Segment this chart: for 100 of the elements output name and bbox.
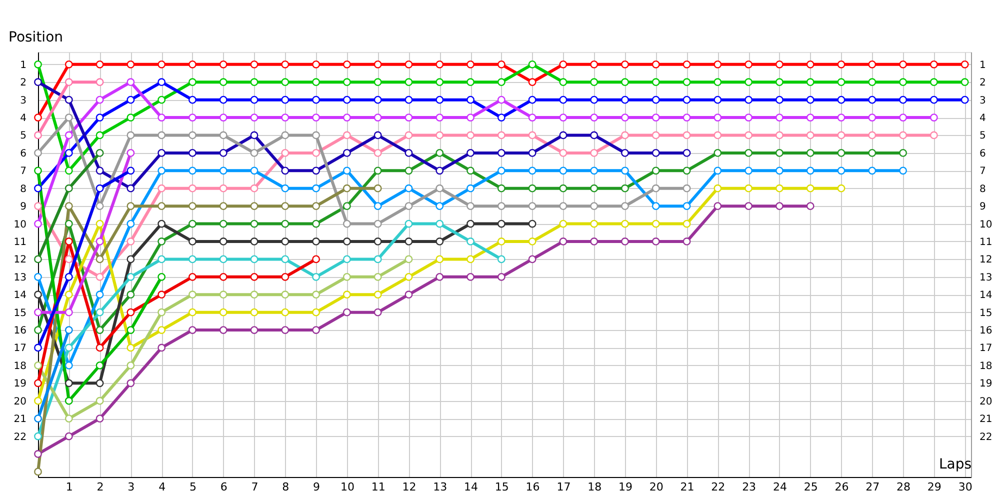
point <box>96 60 104 68</box>
x-tick-label: 10 <box>340 480 354 494</box>
point <box>250 326 258 334</box>
point <box>776 202 784 210</box>
point <box>281 220 290 228</box>
point <box>436 78 444 86</box>
point <box>621 166 629 175</box>
point <box>528 166 536 175</box>
y-tick-label: 17 <box>14 343 26 354</box>
x-tick-label: 7 <box>251 480 258 494</box>
y2-tick-label: 14 <box>980 290 992 302</box>
point <box>34 344 42 352</box>
point <box>34 468 42 476</box>
point <box>281 60 290 68</box>
point <box>652 60 660 68</box>
point <box>250 78 258 86</box>
point <box>312 148 320 157</box>
point <box>250 220 258 228</box>
point <box>404 202 413 210</box>
x-tick-label: 4 <box>158 480 166 494</box>
y2-tick-label: 11 <box>980 236 992 248</box>
point <box>374 96 382 104</box>
point <box>374 114 382 122</box>
point <box>188 166 196 175</box>
point <box>312 78 320 86</box>
point <box>837 78 846 86</box>
point <box>188 202 196 210</box>
point <box>404 272 413 281</box>
point <box>34 290 42 299</box>
y2-tick-label: 2 <box>980 78 986 89</box>
point <box>621 202 629 210</box>
point <box>188 60 196 68</box>
x-tick-label: 9 <box>313 480 320 494</box>
point <box>342 78 351 86</box>
point <box>930 78 938 86</box>
y-tick-label: 11 <box>14 236 26 248</box>
point <box>126 290 135 299</box>
point <box>714 78 722 86</box>
point <box>374 272 382 281</box>
point <box>312 290 320 299</box>
point <box>960 96 969 104</box>
point <box>219 60 228 68</box>
point <box>219 220 228 228</box>
point <box>64 166 73 175</box>
point <box>126 202 135 210</box>
point <box>250 166 258 175</box>
point <box>34 148 42 157</box>
point <box>219 131 228 140</box>
point <box>776 148 784 157</box>
point <box>96 166 104 175</box>
point <box>404 255 413 264</box>
point <box>652 220 660 228</box>
x-tick-label: 25 <box>804 480 818 494</box>
point <box>497 220 506 228</box>
point <box>374 166 382 175</box>
point <box>744 114 753 122</box>
point <box>64 220 73 228</box>
point <box>621 78 629 86</box>
point <box>312 114 320 122</box>
point <box>899 114 907 122</box>
point <box>868 131 876 140</box>
point <box>652 96 660 104</box>
point <box>466 96 474 104</box>
point <box>342 202 351 210</box>
y2-tick-label: 16 <box>980 326 992 337</box>
x-tick-label: 1 <box>66 480 73 494</box>
point <box>528 60 536 68</box>
point <box>682 114 691 122</box>
point <box>466 184 474 192</box>
point <box>837 148 846 157</box>
point <box>281 131 290 140</box>
point <box>374 202 382 210</box>
point <box>250 308 258 316</box>
point <box>868 114 876 122</box>
point <box>930 114 938 122</box>
point <box>342 166 351 175</box>
y-tick-label: 19 <box>14 378 26 390</box>
x-tick-label: 18 <box>588 480 602 494</box>
y-tick-label: 5 <box>20 130 26 142</box>
point <box>621 96 629 104</box>
point <box>96 220 104 228</box>
point <box>312 60 320 68</box>
point <box>374 184 382 192</box>
point <box>188 272 196 281</box>
point <box>219 255 228 264</box>
point <box>188 148 196 157</box>
point <box>436 202 444 210</box>
point <box>64 255 73 264</box>
point <box>621 184 629 192</box>
point <box>219 78 228 86</box>
point <box>528 255 536 264</box>
point <box>96 361 104 370</box>
point <box>682 78 691 86</box>
point <box>312 131 320 140</box>
point <box>776 60 784 68</box>
point <box>682 96 691 104</box>
point <box>312 238 320 246</box>
point <box>404 184 413 192</box>
point <box>158 184 166 192</box>
point <box>64 96 73 104</box>
